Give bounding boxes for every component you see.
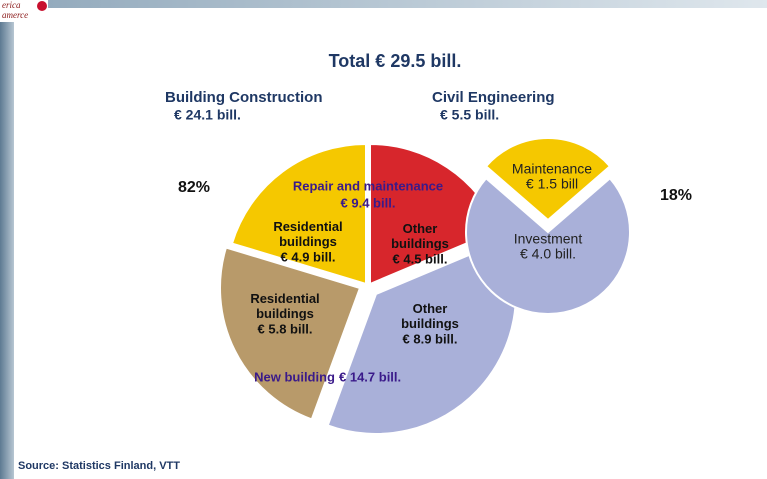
logo-box — [0, 0, 48, 22]
logo-icon — [37, 1, 47, 11]
slice-label: Investment€ 4.0 bill. — [514, 231, 583, 262]
slice-label-name: Other buildings — [401, 301, 459, 331]
slice-label-value: € 4.5 bill. — [393, 251, 448, 266]
pie-slice — [219, 246, 362, 421]
share-label: 82% — [178, 179, 210, 196]
group-value: € 9.4 bill. — [341, 195, 396, 210]
group-total: € 24.1 bill. — [174, 107, 241, 123]
pie-slice — [230, 142, 367, 286]
slice-label-value: € 4.0 bill. — [520, 246, 576, 262]
slice-label-name: Maintenance — [512, 161, 592, 177]
group-title: Civil Engineering — [432, 89, 555, 106]
slice-label-name: Other buildings — [391, 221, 449, 251]
slice-label-name: Residential buildings — [250, 291, 319, 321]
slice-label: Residential buildings€ 5.8 bill. — [250, 291, 319, 336]
slice-label: Other buildings€ 8.9 bill. — [401, 301, 459, 346]
slice-label-value: € 1.5 bill — [526, 176, 578, 192]
group-label: New building — [254, 369, 335, 384]
group-value: € 14.7 bill. — [339, 369, 401, 384]
slice-label: Residential buildings€ 4.9 bill. — [273, 219, 342, 264]
pie-slice — [465, 176, 631, 315]
group-label: Repair and maintenance — [293, 178, 443, 193]
group-title: Building Construction — [165, 89, 322, 106]
pie-slice — [484, 137, 612, 222]
slice-label-value: € 4.9 bill. — [281, 249, 336, 264]
share-label: 18% — [660, 187, 692, 204]
logo-text: erica — [2, 0, 21, 10]
top-bar — [0, 0, 767, 8]
slice-label-name: Investment — [514, 231, 583, 247]
group-total: € 5.5 bill. — [440, 107, 499, 123]
slice-label: Other buildings€ 4.5 bill. — [391, 221, 449, 266]
slice-label: Maintenance€ 1.5 bill — [512, 161, 592, 192]
slice-label-name: Residential buildings — [273, 219, 342, 249]
logo-text: amerce — [2, 10, 28, 20]
slice-label-value: € 5.8 bill. — [258, 321, 313, 336]
slice-label-value: € 8.9 bill. — [403, 331, 458, 346]
source: Source: Statistics Finland, VTT — [18, 460, 180, 472]
left-bar — [0, 0, 14, 479]
title: Total € 29.5 bill. — [329, 51, 462, 71]
